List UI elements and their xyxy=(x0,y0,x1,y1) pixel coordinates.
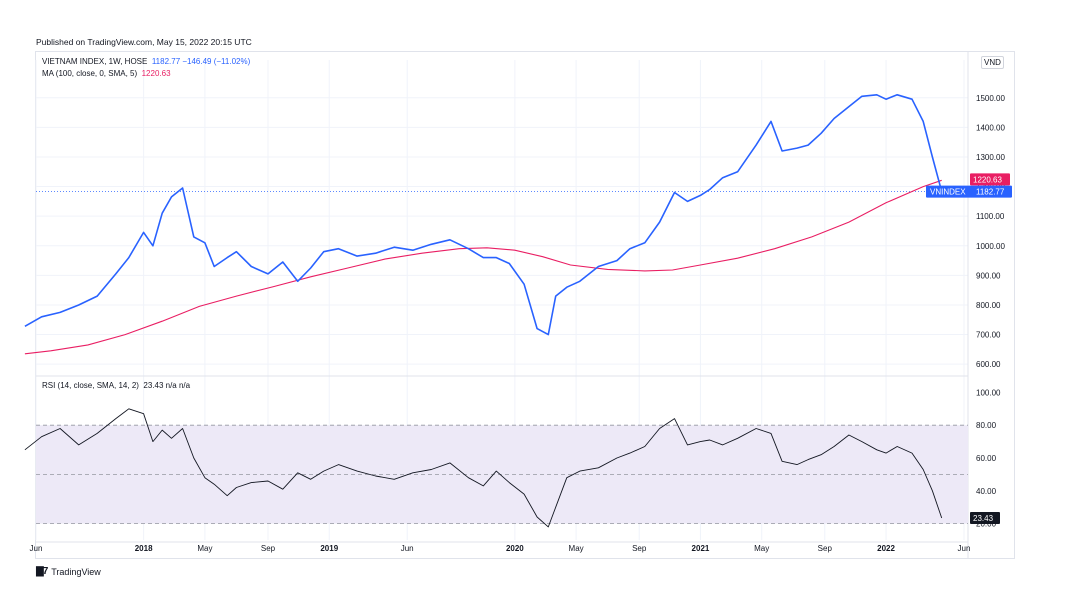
x-tick-label: Jun xyxy=(30,544,43,553)
price-tick-label: 1500.00 xyxy=(976,94,1005,103)
rsi-legend[interactable]: RSI (14, close, SMA, 14, 2) 23.43 n/a n/… xyxy=(42,381,190,390)
rsi-last-badge xyxy=(970,511,1000,524)
price-tick-label: 1400.00 xyxy=(976,123,1005,132)
x-tick-label: May xyxy=(754,544,769,553)
x-tick-label: 2020 xyxy=(506,544,524,553)
price-tick-label: 1100.00 xyxy=(976,212,1005,221)
x-tick-label: Sep xyxy=(261,544,276,553)
x-tick-label: 2022 xyxy=(877,544,895,553)
symbol-label: VIETNAM INDEX, 1W, HOSE xyxy=(42,57,148,66)
brand-label: TradingView xyxy=(51,566,101,577)
x-tick-label: Jun xyxy=(958,544,971,553)
price-tick-label: 1000.00 xyxy=(976,242,1005,251)
price-tick-label: 800.00 xyxy=(976,301,1001,310)
price-tick-label: 900.00 xyxy=(976,271,1001,280)
x-tick-label: Jun xyxy=(401,544,414,553)
x-tick-label: Sep xyxy=(818,544,833,553)
x-tick-label: 2019 xyxy=(320,544,338,553)
ma-layer xyxy=(24,179,942,355)
rsi-tick-label: 40.00 xyxy=(976,487,997,496)
ma-last-badge xyxy=(970,173,1010,186)
rsi-last-label: 23.43 xyxy=(973,514,994,523)
rsi-label: RSI (14, close, SMA, 14, 2) xyxy=(42,381,139,390)
symbol-values: 1182.77 −146.49 (−11.02%) xyxy=(151,57,251,66)
ma-last-label: 1220.63 xyxy=(973,175,1002,184)
ma-label: MA (100, close, 0, SMA, 5) xyxy=(42,69,138,78)
x-tick-label: May xyxy=(569,544,584,553)
ma-value: 1220.63 xyxy=(141,69,171,78)
x-tick-label: 2018 xyxy=(135,544,153,553)
price-last-value: 1182.77 xyxy=(976,188,1005,197)
price-tick-label: 1300.00 xyxy=(976,153,1005,162)
currency-button[interactable]: VND xyxy=(981,56,1004,69)
rsi-band xyxy=(36,424,968,524)
price-layer xyxy=(24,94,943,336)
tradingview-brand[interactable]: ▇7 TradingView xyxy=(36,566,101,577)
x-tick-label: Sep xyxy=(632,544,647,553)
rsi-line xyxy=(24,408,943,528)
rsi-tick-label: 100.00 xyxy=(976,388,1001,397)
rsi-tick-label: 80.00 xyxy=(976,421,997,430)
ma-legend[interactable]: MA (100, close, 0, SMA, 5) 1220.63 xyxy=(42,69,171,78)
x-tick-label: 2021 xyxy=(692,544,710,553)
rsi-tick-label: 60.00 xyxy=(976,454,997,463)
price-line xyxy=(24,94,943,336)
ma-line xyxy=(24,179,942,355)
price-last-symbol: VNINDEX xyxy=(930,188,966,197)
x-tick-label: May xyxy=(197,544,212,553)
tradingview-logo-icon: ▇7 xyxy=(36,566,48,577)
price-last-badge xyxy=(926,185,1012,198)
published-note: Published on TradingView.com, May 15, 20… xyxy=(36,37,252,47)
rsi-values: 23.43 n/a n/a xyxy=(143,381,191,390)
symbol-legend[interactable]: VIETNAM INDEX, 1W, HOSE 1182.77 −146.49 … xyxy=(42,57,250,66)
rsi-layer xyxy=(24,408,943,528)
price-tick-label: 700.00 xyxy=(976,331,1001,340)
last-value-labels: 1220.63 VNINDEX 1182.77 23.43 xyxy=(926,173,1012,524)
rsi-tick-label: 20.00 xyxy=(976,520,997,529)
price-tick-label: 600.00 xyxy=(976,360,1001,369)
